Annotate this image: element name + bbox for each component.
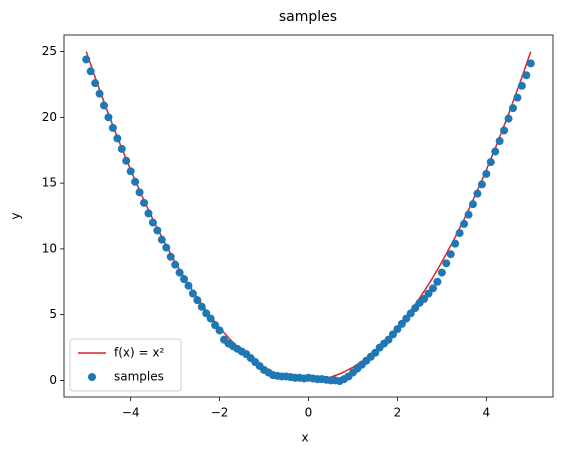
scatter-point: [406, 309, 415, 318]
scatter-point: [411, 304, 420, 313]
scatter-point: [126, 167, 135, 176]
scatter-point: [100, 101, 109, 110]
scatter-point: [508, 104, 517, 113]
scatter-point: [424, 289, 433, 298]
line-series: [85, 51, 532, 382]
scatter-point: [175, 268, 184, 277]
x-tick-label: 4: [482, 406, 490, 420]
scatter-point: [215, 326, 224, 335]
plot-frame: [63, 34, 554, 398]
scatter-point: [491, 147, 500, 156]
scatter-point: [437, 268, 446, 277]
scatter-point: [202, 309, 211, 318]
y-tick-label: 0: [49, 373, 57, 387]
scatter-point: [211, 321, 220, 330]
scatter-point: [135, 188, 144, 197]
scatter-point: [117, 144, 126, 153]
y-tick-label: 10: [42, 241, 57, 255]
scatter-point: [140, 198, 149, 207]
scatter-point: [433, 277, 442, 286]
scatter-point: [180, 275, 189, 284]
scatter-point: [428, 284, 437, 293]
scatter-point: [517, 81, 526, 90]
scatter-point: [166, 252, 175, 261]
scatter-point: [420, 294, 429, 303]
scatter-point: [455, 229, 464, 238]
y-axis-label: y: [9, 212, 23, 219]
legend-marker: [88, 373, 96, 381]
scatter-point: [384, 335, 393, 344]
x-tick-label: −2: [211, 406, 229, 420]
scatter-point: [522, 71, 531, 80]
legend-box: [69, 338, 182, 392]
scatter-point: [206, 314, 215, 323]
scatter-point: [371, 348, 380, 357]
scatter-point: [91, 79, 100, 88]
scatter-point: [148, 218, 157, 227]
scatter-point: [486, 158, 495, 167]
scatter-point: [468, 200, 477, 209]
scatter-point: [451, 239, 460, 248]
scatter-point: [495, 137, 504, 146]
scatter-point: [171, 260, 180, 269]
scatter-point: [464, 210, 473, 219]
y-tick-label: 20: [42, 110, 57, 124]
legend-label: f(x) = x²: [114, 346, 164, 360]
x-tick-label: 2: [394, 406, 402, 420]
scatter-point: [188, 289, 197, 298]
chart-title: samples: [279, 9, 337, 25]
scatter-point: [388, 330, 397, 339]
scatter-point: [108, 123, 117, 132]
x-tick-label: −4: [122, 406, 140, 420]
scatter-point: [442, 259, 451, 268]
legend-label: samples: [114, 370, 164, 384]
scatter-point: [402, 314, 411, 323]
scatter-point: [86, 67, 95, 76]
y-tick-label: 25: [42, 44, 57, 58]
scatter-point: [193, 296, 202, 305]
scatter-point: [157, 235, 166, 244]
x-axis-label: x: [301, 431, 308, 445]
scatter-point: [184, 281, 193, 290]
scatter-point: [153, 226, 162, 235]
scatter-point: [477, 180, 486, 189]
scatter-point: [513, 93, 522, 102]
scatter-point: [482, 169, 491, 178]
scatter-point: [460, 219, 469, 228]
scatter-point: [113, 134, 122, 143]
scatter-point: [393, 325, 402, 334]
scatter-point: [162, 243, 171, 252]
scatter-point: [197, 302, 206, 311]
scatter-point: [473, 189, 482, 198]
scatter-point: [122, 156, 131, 165]
scatter-point: [397, 319, 406, 328]
scatter-point: [500, 126, 509, 135]
y-tick-label: 15: [42, 176, 57, 190]
x-tick-label: 0: [305, 406, 313, 420]
scatter-point: [504, 114, 513, 123]
scatter-point: [144, 209, 153, 218]
scatter-point: [82, 55, 91, 64]
scatter-point: [95, 89, 104, 98]
scatter-point: [446, 250, 455, 259]
scatter-point: [104, 113, 113, 122]
scatter-point: [526, 59, 535, 68]
y-tick-label: 5: [49, 307, 57, 321]
scatter-point: [131, 177, 140, 186]
